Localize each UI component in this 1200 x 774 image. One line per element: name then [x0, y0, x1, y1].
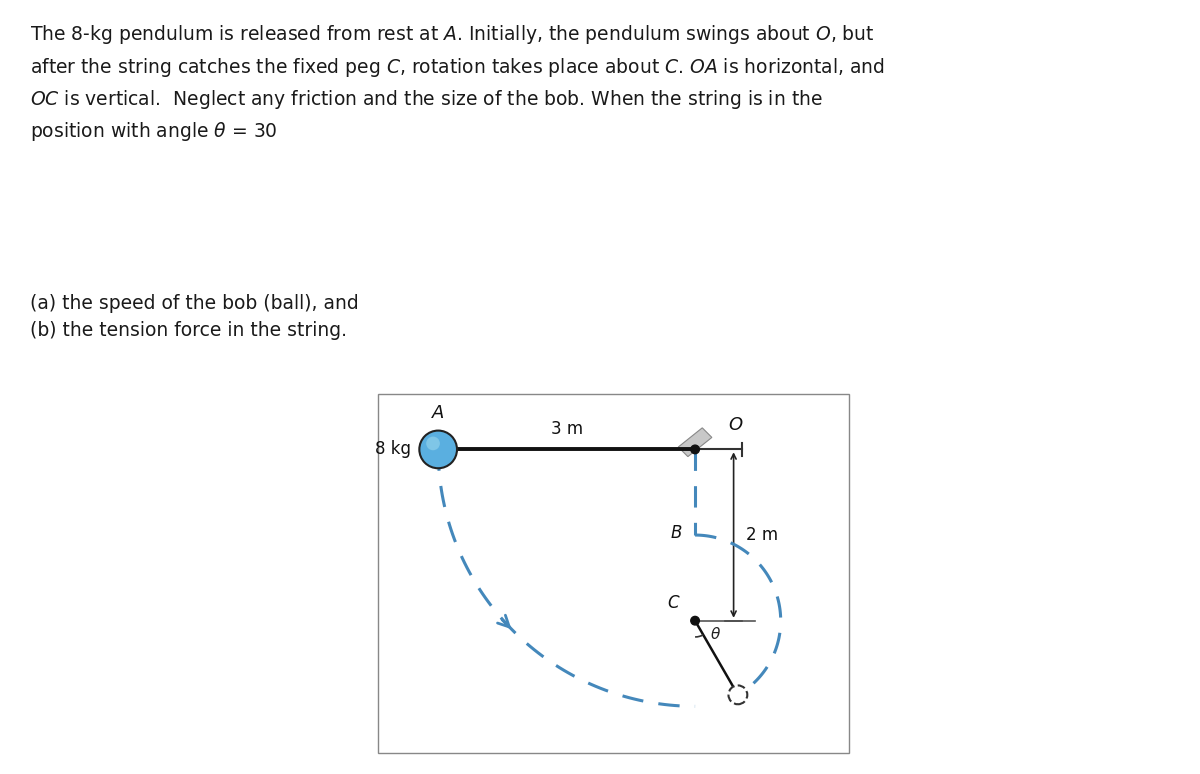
- Text: 8 kg: 8 kg: [374, 440, 410, 458]
- Circle shape: [728, 686, 748, 704]
- Text: $A$: $A$: [431, 404, 445, 422]
- Text: The 8-kg pendulum is released from rest at $A$. Initially, the pendulum swings a: The 8-kg pendulum is released from rest …: [30, 23, 884, 143]
- Polygon shape: [678, 428, 712, 457]
- Circle shape: [426, 437, 440, 450]
- Text: (a) the speed of the bob (ball), and
(b) the tension force in the string.: (a) the speed of the bob (ball), and (b)…: [30, 294, 359, 341]
- Bar: [378, 394, 850, 753]
- Circle shape: [419, 430, 457, 468]
- Text: $O$: $O$: [727, 416, 743, 434]
- Text: 2 m: 2 m: [746, 526, 779, 544]
- Text: $B$: $B$: [670, 525, 683, 542]
- Text: $\theta$: $\theta$: [709, 626, 721, 642]
- Circle shape: [691, 616, 700, 625]
- Text: $C$: $C$: [667, 595, 680, 612]
- Text: 3 m: 3 m: [551, 420, 583, 438]
- Circle shape: [691, 445, 700, 454]
